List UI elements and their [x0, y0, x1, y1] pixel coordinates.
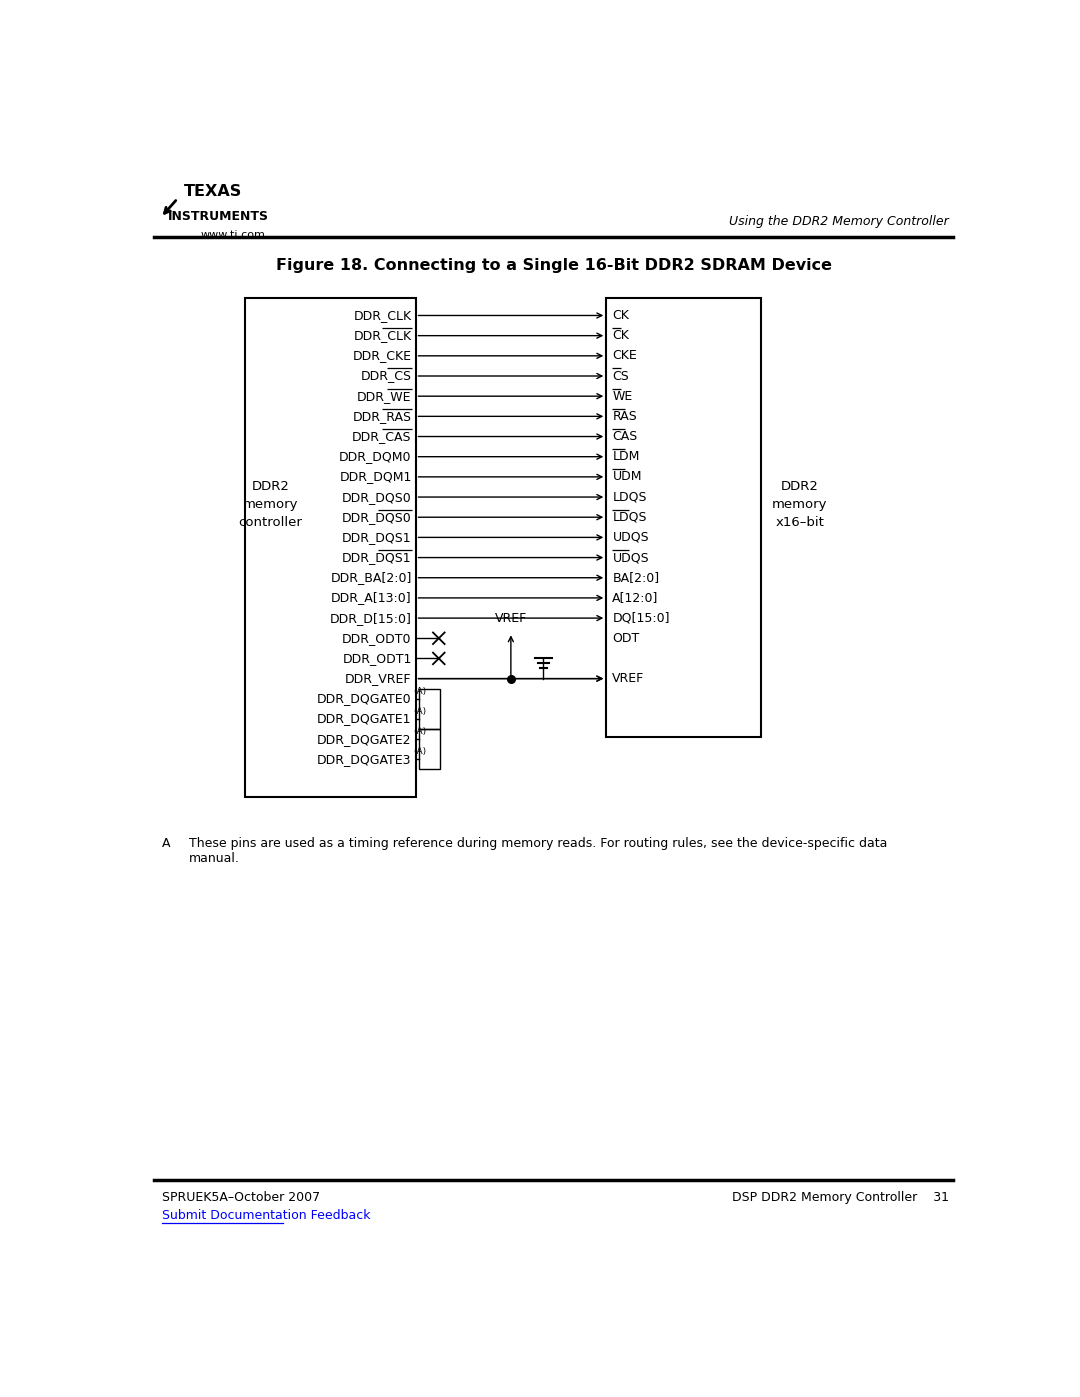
Text: DDR_WE: DDR_WE — [357, 390, 411, 402]
Text: CS: CS — [612, 369, 630, 383]
Text: WE: WE — [612, 390, 633, 402]
Text: VREF: VREF — [612, 672, 645, 685]
Text: LDQS: LDQS — [612, 511, 647, 524]
Text: LDQS: LDQS — [612, 490, 647, 503]
Text: UDQS: UDQS — [612, 550, 649, 564]
Text: CAS: CAS — [612, 430, 637, 443]
Text: CKE: CKE — [612, 349, 637, 362]
Text: DDR_RAS: DDR_RAS — [353, 409, 411, 423]
Text: TEXAS: TEXAS — [184, 184, 242, 200]
Bar — [419, 689, 441, 729]
Text: DDR_CAS: DDR_CAS — [352, 430, 411, 443]
Text: DQ[15:0]: DQ[15:0] — [612, 612, 670, 624]
Text: DSP DDR2 Memory Controller    31: DSP DDR2 Memory Controller 31 — [732, 1192, 948, 1204]
Text: DDR_DQS0: DDR_DQS0 — [342, 511, 411, 524]
Text: DDR_ODT1: DDR_ODT1 — [342, 652, 411, 665]
Text: CK: CK — [612, 330, 630, 342]
Text: DDR_A[13:0]: DDR_A[13:0] — [332, 591, 411, 605]
Text: DDR_DQGATE3: DDR_DQGATE3 — [318, 753, 411, 766]
Text: DDR_CLK: DDR_CLK — [353, 330, 411, 342]
Text: (A): (A) — [414, 707, 427, 715]
Text: DDR_DQS0: DDR_DQS0 — [342, 490, 411, 503]
Text: DDR_CS: DDR_CS — [361, 369, 411, 383]
Text: DDR2
memory
controller: DDR2 memory controller — [239, 479, 302, 528]
Text: (A): (A) — [414, 686, 427, 696]
Text: (A): (A) — [414, 726, 427, 736]
Text: LDM: LDM — [612, 450, 639, 464]
Text: DDR_CLK: DDR_CLK — [353, 309, 411, 321]
Bar — [245, 298, 416, 796]
Text: CK: CK — [612, 309, 630, 321]
Text: DDR_VREF: DDR_VREF — [346, 672, 411, 685]
Text: DDR_BA[2:0]: DDR_BA[2:0] — [330, 571, 411, 584]
Text: Figure 18. Connecting to a Single 16-Bit DDR2 SDRAM Device: Figure 18. Connecting to a Single 16-Bit… — [275, 258, 832, 272]
Text: DDR_DQM0: DDR_DQM0 — [339, 450, 411, 464]
Text: DDR_DQS1: DDR_DQS1 — [342, 550, 411, 564]
Bar — [419, 729, 441, 770]
Text: DDR_DQGATE2: DDR_DQGATE2 — [318, 732, 411, 746]
Text: DDR2
memory
x16–bit: DDR2 memory x16–bit — [772, 479, 827, 528]
Text: UDM: UDM — [612, 471, 642, 483]
Text: VREF: VREF — [495, 612, 527, 624]
Text: These pins are used as a timing reference during memory reads. For routing rules: These pins are used as a timing referenc… — [189, 837, 888, 865]
Text: A: A — [162, 837, 171, 849]
Text: DDR_DQGATE1: DDR_DQGATE1 — [318, 712, 411, 725]
Text: DDR_DQGATE0: DDR_DQGATE0 — [318, 693, 411, 705]
Text: Submit Documentation Feedback: Submit Documentation Feedback — [162, 1210, 370, 1222]
Bar — [606, 298, 761, 736]
Text: INSTRUMENTS: INSTRUMENTS — [168, 210, 269, 224]
Text: Using the DDR2 Memory Controller: Using the DDR2 Memory Controller — [729, 215, 948, 229]
Text: RAS: RAS — [612, 409, 637, 423]
Text: DDR_D[15:0]: DDR_D[15:0] — [329, 612, 411, 624]
Text: DDR_ODT0: DDR_ODT0 — [342, 631, 411, 645]
Text: DDR_CKE: DDR_CKE — [353, 349, 411, 362]
Text: DDR_DQM1: DDR_DQM1 — [339, 471, 411, 483]
Text: DDR_DQS1: DDR_DQS1 — [342, 531, 411, 543]
Text: A[12:0]: A[12:0] — [612, 591, 659, 605]
Text: (A): (A) — [414, 747, 427, 756]
Text: SPRUEK5A–October 2007: SPRUEK5A–October 2007 — [162, 1192, 321, 1204]
Text: www.ti.com: www.ti.com — [201, 231, 266, 240]
Text: BA[2:0]: BA[2:0] — [612, 571, 660, 584]
Text: UDQS: UDQS — [612, 531, 649, 543]
Text: ODT: ODT — [612, 631, 639, 645]
